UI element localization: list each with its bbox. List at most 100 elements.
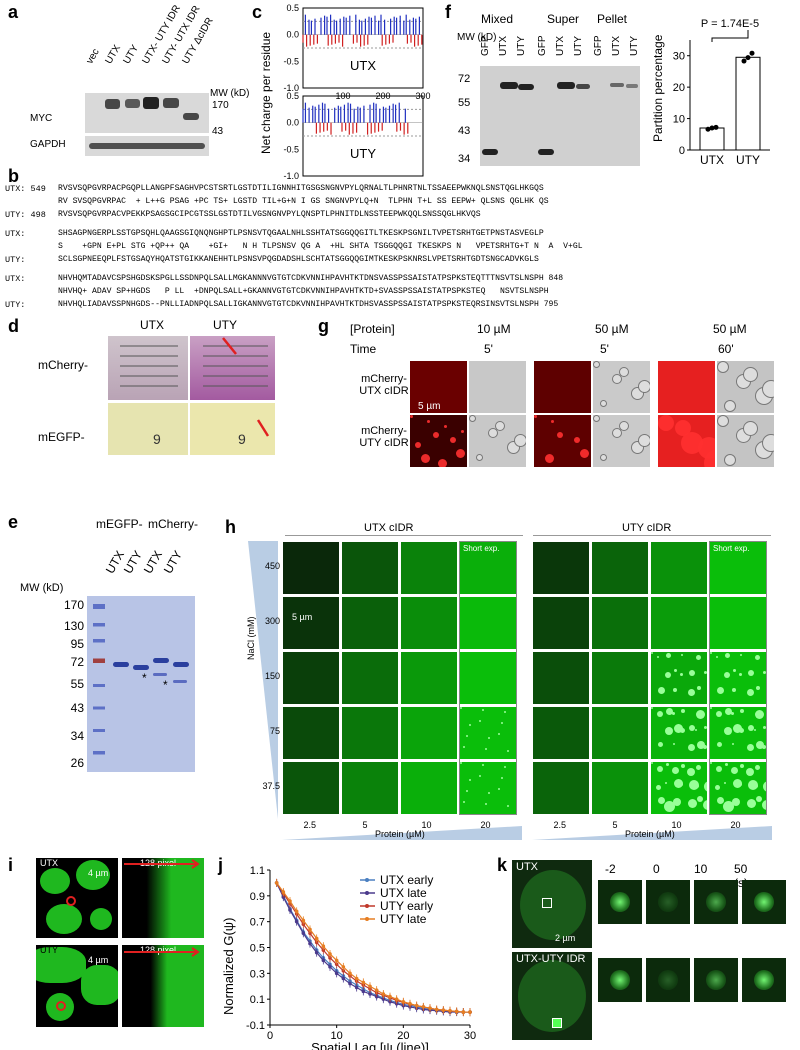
seq-label: UTX: <box>5 274 26 284</box>
xtick: 200 <box>375 179 390 180</box>
phase-droplet <box>666 708 673 715</box>
phase-droplet <box>665 727 673 735</box>
panel-label-b: b <box>8 166 19 186</box>
droplet-tile <box>410 361 467 413</box>
phase-tile <box>400 596 458 650</box>
phase-droplet <box>674 724 683 733</box>
tube-utx-mcherry <box>108 336 188 400</box>
ytick-label: 0.9 <box>250 891 265 903</box>
ytick-label: 20 <box>673 82 685 94</box>
phase-droplet <box>689 725 695 731</box>
protein-value: 20 <box>730 820 741 830</box>
data-point <box>348 971 352 976</box>
short-exp-label: Short exp. <box>713 544 750 553</box>
sequence-alignment: UTX: 549 RVSVSQPGVRPACPGQPLLANGPFSAGHVPCS… <box>0 184 800 316</box>
phase-tile <box>591 706 649 760</box>
droplet-tile <box>593 361 650 413</box>
phase-droplet <box>681 709 685 713</box>
phase-droplet <box>756 741 764 749</box>
group-super: Super <box>547 12 580 26</box>
phase-droplet <box>703 800 707 810</box>
phase-droplet <box>739 728 744 733</box>
phase-droplet <box>740 764 744 768</box>
nacl-value: 450 <box>264 561 280 571</box>
data-point <box>741 58 747 64</box>
e-lane: UTX <box>140 548 165 576</box>
g-row-utx: mCherry- UTX cIDR <box>359 373 409 397</box>
phase-droplet <box>748 725 754 731</box>
phase-droplet <box>463 801 465 803</box>
phase-droplet <box>704 781 707 792</box>
e-header: mEGFP- <box>96 517 143 531</box>
phase-droplet <box>748 670 754 676</box>
data-point <box>354 976 359 981</box>
phase-droplet <box>460 762 462 764</box>
i-label: UTY <box>40 945 58 955</box>
phase-diagram-grid: Short exp. Short exp. <box>282 541 772 819</box>
phase-droplet <box>725 763 728 766</box>
droplet <box>574 437 580 443</box>
phase-droplet <box>695 784 699 788</box>
phase-droplet <box>666 763 669 766</box>
tube-uty-megfp <box>190 403 275 455</box>
i-scale: 4 µm <box>88 955 109 965</box>
phase-droplet <box>695 729 697 731</box>
data-point <box>334 971 339 976</box>
phase-droplet <box>696 655 701 660</box>
data-point <box>705 126 711 132</box>
mw-unit-f: MW (kD) <box>457 32 497 43</box>
data-point <box>314 936 319 941</box>
dic-droplet <box>469 415 476 422</box>
f-lane: UTY <box>516 36 527 56</box>
phase-droplet <box>756 686 760 690</box>
e-marker: 26 <box>70 756 84 770</box>
seq-text: S +GPN E+PL STG +QP++ QA +GI+ N H TLPSNS… <box>58 242 583 251</box>
droplet <box>415 442 421 448</box>
phase-droplet <box>658 742 663 747</box>
phase-droplet <box>740 709 744 713</box>
data-point <box>308 927 312 932</box>
f-lane: GFP <box>480 35 491 56</box>
phase-droplet <box>673 798 681 806</box>
phase-droplet <box>658 687 665 694</box>
frap-frame <box>598 880 642 924</box>
phase-droplet <box>657 766 663 772</box>
f-lane: UTX <box>498 36 509 56</box>
nacl-value: 150 <box>264 671 280 681</box>
phase-tile <box>282 541 340 595</box>
phase-droplet <box>688 799 697 808</box>
phase-droplet <box>697 686 701 690</box>
lane-label: UTX <box>103 43 123 66</box>
phase-droplet <box>697 741 705 749</box>
dic-droplet <box>717 361 729 373</box>
coomassie-gel: * * <box>87 596 195 772</box>
dic-droplet <box>619 421 629 431</box>
pvalue: P = 1.74E-5 <box>701 18 759 30</box>
phase-droplet <box>731 712 734 715</box>
data-point <box>434 1007 439 1012</box>
f-marker: 43 <box>458 125 471 137</box>
frap-spot <box>754 892 774 912</box>
frap-frame <box>694 880 738 924</box>
phase-droplet <box>466 790 468 792</box>
droplet-tile <box>469 361 526 413</box>
droplet <box>551 420 554 423</box>
phase-tile <box>532 541 590 595</box>
e-marker: 72 <box>70 655 84 669</box>
phase-droplet <box>696 765 701 770</box>
droplet <box>658 415 674 431</box>
phase-droplet <box>724 672 730 678</box>
phase-droplet <box>507 750 509 752</box>
phase-droplet <box>724 782 726 784</box>
d-row-megfp: mEGFP- <box>38 430 85 444</box>
frap-spot <box>706 892 726 912</box>
ytick-label: 10 <box>673 114 685 126</box>
droplet <box>421 454 430 463</box>
seq-text: SCLSGPNEEQPLFSTGSAQYHQATSTGIKKANEHHTLPSN… <box>58 255 539 264</box>
phase-droplet <box>665 672 671 678</box>
legend-marker <box>365 904 369 908</box>
data-point <box>745 55 751 61</box>
k-time: -2 <box>605 862 616 876</box>
d-col-uty: UTY <box>213 318 237 332</box>
